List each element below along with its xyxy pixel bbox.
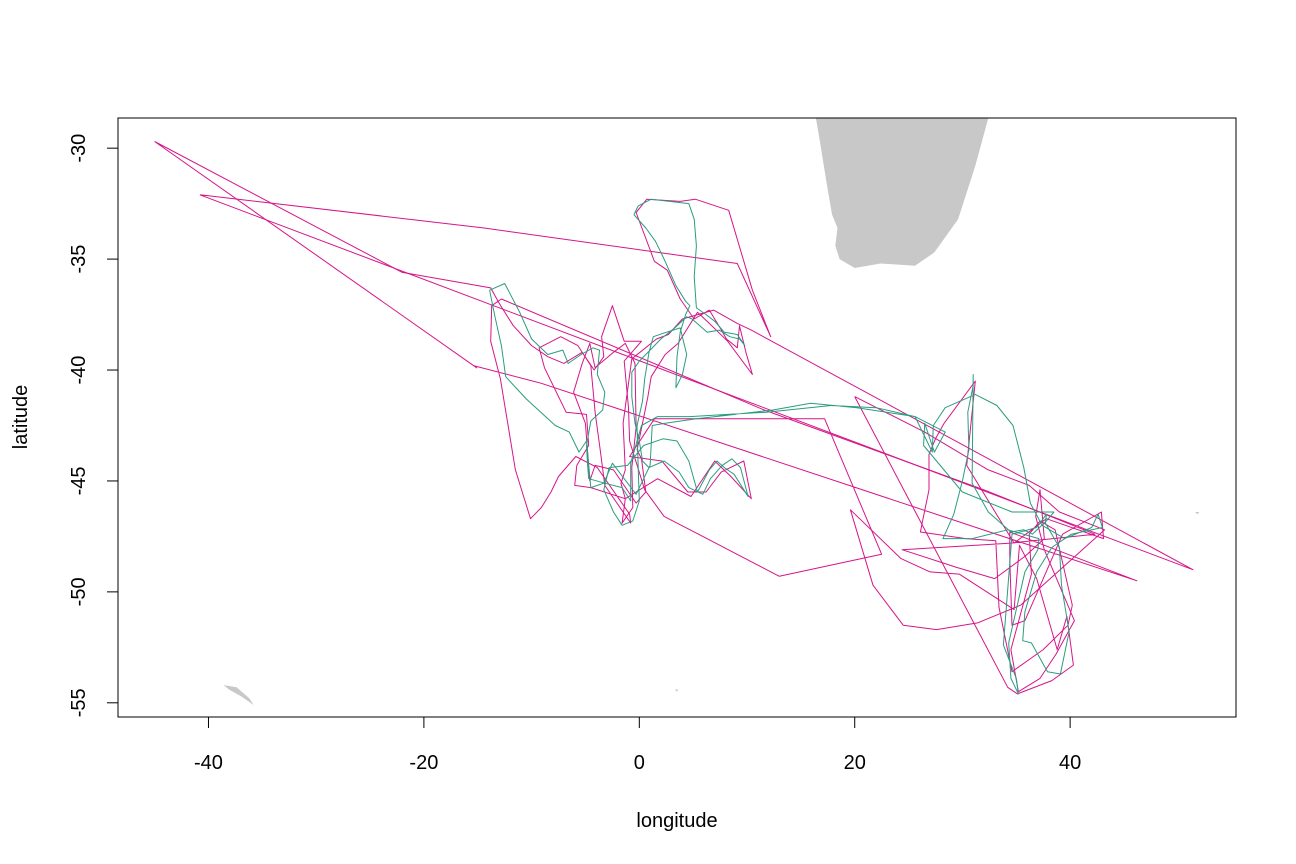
track-series-5 [603, 198, 749, 526]
y-tick-label: -35 [68, 245, 90, 274]
x-tick-label: 0 [634, 752, 645, 774]
y-tick-label: -30 [68, 134, 90, 163]
land-south-georgia [223, 685, 254, 705]
track-series-4 [489, 283, 1103, 695]
track-series-2 [199, 194, 1194, 571]
x-tick-label: 40 [1059, 752, 1081, 774]
y-axis: -30 -35 -40 -45 -50 -55 [68, 134, 119, 717]
land-layer [223, 118, 1200, 705]
y-tick-label: -55 [68, 688, 90, 717]
y-tick-label: -45 [68, 466, 90, 495]
y-axis-label: latitude [10, 385, 32, 450]
y-tick-label: -40 [68, 356, 90, 385]
x-tick-label: -40 [194, 752, 223, 774]
track-series-3 [849, 396, 1106, 695]
y-tick-label: -50 [68, 577, 90, 606]
land-southern-africa [815, 118, 989, 268]
land-bouvet-island [674, 689, 679, 692]
x-axis: -40 -20 0 20 40 [194, 716, 1081, 774]
track-layer [154, 141, 1194, 695]
x-tick-label: -20 [409, 752, 438, 774]
land-crozet-islands [1195, 512, 1200, 515]
x-tick-label: 20 [844, 752, 866, 774]
track-series-1 [154, 141, 1138, 693]
x-axis-label: longitude [636, 810, 717, 832]
